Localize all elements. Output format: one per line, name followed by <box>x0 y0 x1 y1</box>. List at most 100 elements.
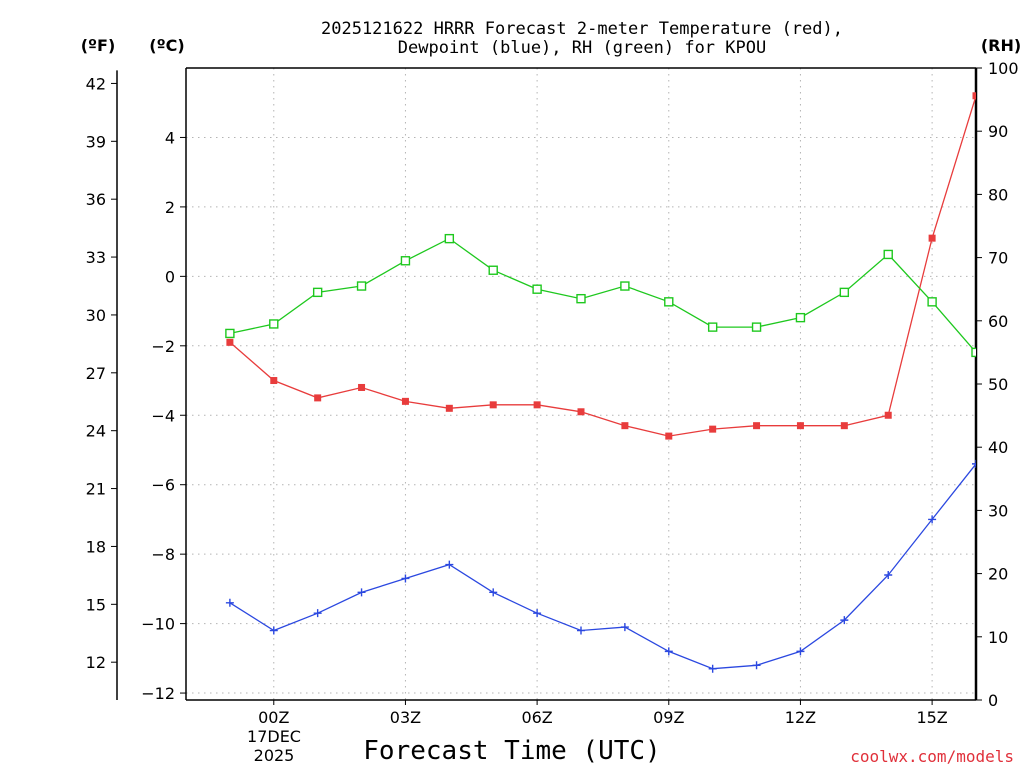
dewpoint-point <box>928 515 937 524</box>
credit-text: coolwx.com/models <box>850 747 1014 766</box>
relative-humidity-point <box>795 312 806 323</box>
2-meter-temperature-point <box>533 401 541 409</box>
x-tick-label: 15Z <box>916 708 947 727</box>
dewpoint-line <box>229 462 976 670</box>
2-meter-temperature-point <box>753 422 761 430</box>
relative-humidity-point <box>444 233 455 244</box>
rh-tick-label: 0 <box>988 691 998 710</box>
rh-tick-label: 90 <box>988 122 1008 141</box>
x-tick-label: 12Z <box>785 708 816 727</box>
relative-humidity-point <box>620 281 630 291</box>
fahrenheit-tick-label: 27 <box>86 364 106 383</box>
relative-humidity-point <box>883 249 893 260</box>
celsius-tick-label: −12 <box>141 684 175 703</box>
relative-humidity-point <box>400 256 411 266</box>
2-meter-temperature-point <box>972 92 976 100</box>
2-meter-temperature-point <box>665 432 673 440</box>
2-meter-temperature-point <box>884 411 892 419</box>
gridlines <box>186 68 976 700</box>
dewpoint-point <box>620 623 629 632</box>
celsius-tick-label: −2 <box>151 337 175 356</box>
fahrenheit-tick-label: 21 <box>86 480 106 499</box>
date-label-year: 2025 <box>254 746 295 765</box>
rh-tick-label: 80 <box>988 185 1008 204</box>
2-meter-temperature-point <box>489 401 497 409</box>
2-meter-temperature-line <box>229 93 976 437</box>
fahrenheit-tick-label: 18 <box>86 537 106 556</box>
2-meter-temperature-point <box>270 377 278 385</box>
2-meter-temperature-point <box>226 338 234 346</box>
dewpoint-point <box>401 574 410 583</box>
x-axis-title: Forecast Time (UTC) <box>363 736 660 766</box>
fahrenheit-tick-label: 15 <box>86 595 106 614</box>
rh-tick-label: 30 <box>988 501 1008 520</box>
dewpoint-point <box>225 598 234 607</box>
dewpoint-point <box>972 459 976 468</box>
fahrenheit-tick-label: 33 <box>86 248 106 267</box>
fahrenheit-tick-label: 30 <box>86 306 106 325</box>
relative-humidity-line <box>229 237 976 354</box>
series-group <box>225 92 1024 673</box>
relative-humidity-point <box>488 265 498 275</box>
dewpoint-point <box>796 647 805 656</box>
celsius-tick-label: −4 <box>151 406 175 425</box>
2-meter-temperature-point <box>358 383 366 391</box>
series-lines <box>225 92 1024 673</box>
x-tick-label: 03Z <box>390 708 421 727</box>
dewpoint-point <box>489 588 498 597</box>
2-meter-temperature-point <box>621 422 629 430</box>
chart-title-line2: Dewpoint (blue), RH (green) for KPOU <box>398 38 766 58</box>
celsius-tick-label: −6 <box>151 476 175 495</box>
dewpoint-point <box>708 664 717 673</box>
relative-humidity-point <box>927 297 937 307</box>
fahrenheit-tick-label: 39 <box>86 132 106 151</box>
2-meter-temperature-point <box>577 408 585 416</box>
relative-humidity-point <box>839 287 850 298</box>
dewpoint-point <box>884 570 893 579</box>
celsius-unit-label: (ºC) <box>149 36 184 55</box>
x-tick-label: 00Z <box>258 708 289 727</box>
celsius-tick-label: 2 <box>165 198 175 217</box>
dewpoint-point <box>752 661 761 670</box>
fahrenheit-tick-label: 24 <box>86 422 106 441</box>
relative-humidity-point <box>1016 355 1024 363</box>
relative-humidity-point <box>356 281 367 291</box>
date-label-day: 17DEC <box>247 727 301 746</box>
relative-humidity-point <box>751 322 762 332</box>
rh-tick-label: 60 <box>988 312 1008 331</box>
fahrenheit-unit-label: (ºF) <box>81 36 116 55</box>
rh-tick-label: 100 <box>988 59 1019 78</box>
axes: 00Z 03Z 06Z 09Z 12Z 15Z420−2−4−6−8−10−1242393… <box>86 59 1019 727</box>
2-meter-temperature-point <box>928 234 936 242</box>
dewpoint-point <box>269 626 278 635</box>
chart-title-line1: 2025121622 HRRR Forecast 2-meter Tempera… <box>321 19 843 39</box>
fahrenheit-tick-label: 12 <box>86 653 106 672</box>
rh-tick-label: 50 <box>988 375 1008 394</box>
fahrenheit-tick-label: 42 <box>86 74 106 93</box>
relative-humidity-point <box>312 287 323 298</box>
dewpoint-point <box>445 560 454 569</box>
relative-humidity-point <box>225 328 235 339</box>
2-meter-temperature-point <box>796 422 804 430</box>
dewpoint-point <box>840 616 849 625</box>
fahrenheit-tick-label: 36 <box>86 190 106 209</box>
relative-humidity-point <box>576 293 586 304</box>
dewpoint-point <box>357 588 366 597</box>
x-tick-label: 06Z <box>521 708 552 727</box>
2-meter-temperature-point <box>314 394 322 402</box>
relative-humidity-point <box>532 284 542 294</box>
rh-tick-label: 70 <box>988 249 1008 268</box>
celsius-tick-label: 0 <box>165 267 175 286</box>
dewpoint-point <box>664 647 673 656</box>
rh-tick-label: 40 <box>988 438 1008 457</box>
celsius-tick-label: −10 <box>141 615 175 634</box>
2-meter-temperature-point <box>709 425 717 433</box>
2-meter-temperature-point <box>445 404 453 412</box>
2-meter-temperature-point <box>840 422 848 430</box>
x-tick-label: 09Z <box>653 708 684 727</box>
relative-humidity-point <box>664 297 674 307</box>
dewpoint-point <box>533 609 542 618</box>
rh-unit-label: (RH) <box>981 36 1021 55</box>
relative-humidity-point <box>269 319 279 329</box>
